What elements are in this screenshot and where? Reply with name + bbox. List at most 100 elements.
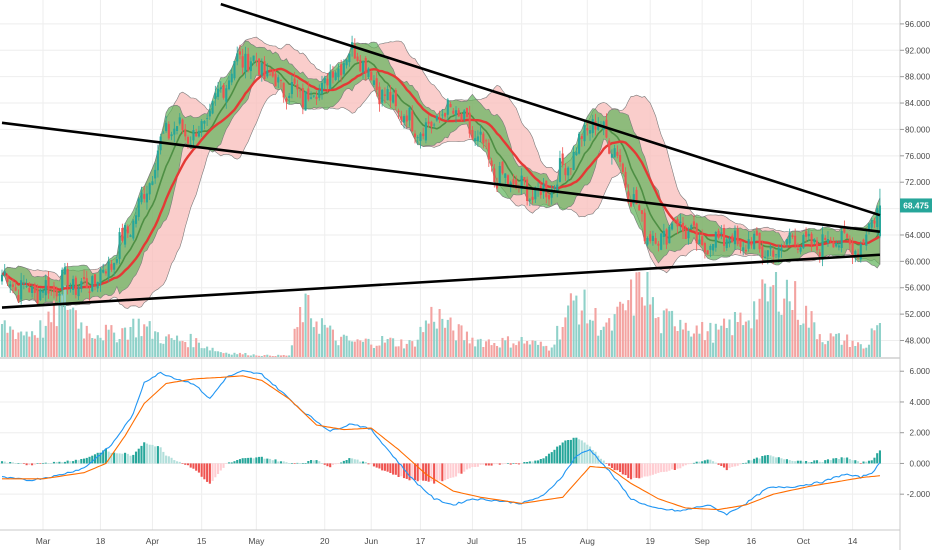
candle-body <box>424 122 427 141</box>
macd-histogram-bar <box>857 461 860 464</box>
candle-body <box>156 150 159 171</box>
macd-histogram-bar <box>222 463 225 468</box>
volume-bar <box>323 324 326 357</box>
macd-histogram-bar <box>310 460 313 464</box>
macd-histogram-bar <box>665 463 668 472</box>
macd-histogram-bar <box>457 463 460 474</box>
candle-body <box>14 287 17 291</box>
volume-bar <box>397 346 400 357</box>
candle-body <box>698 239 701 245</box>
candle-body <box>268 74 272 76</box>
macd-histogram-bar <box>506 463 510 464</box>
candle-body <box>796 248 799 250</box>
macd-histogram-bar <box>419 463 422 480</box>
candle-body <box>534 187 537 200</box>
volume-bar <box>539 341 542 357</box>
candle-body <box>586 128 589 131</box>
volume-bar <box>681 329 685 357</box>
volume-bar <box>550 347 553 357</box>
volume-bar <box>728 319 731 357</box>
candle-body <box>638 205 641 211</box>
candle-body <box>318 89 321 98</box>
volume-bar <box>233 352 236 357</box>
macd-tick-label: 2.000 <box>910 429 931 438</box>
volume-bar <box>742 325 745 357</box>
volume-bar <box>386 339 389 357</box>
volume-bar <box>824 344 827 357</box>
candle-body <box>783 244 786 246</box>
volume-bar <box>657 317 660 357</box>
macd-histogram-bar <box>6 462 9 464</box>
candle-body <box>69 286 72 287</box>
macd-histogram-bar <box>392 463 395 475</box>
volume-bar <box>446 319 449 357</box>
volume-bar <box>660 333 663 357</box>
candle-body <box>307 88 310 100</box>
candle-body <box>282 82 285 98</box>
volume-bar <box>837 333 840 357</box>
macd-histogram-bar <box>599 458 603 464</box>
macd-histogram-bar <box>200 463 203 477</box>
volume-bar <box>173 339 176 357</box>
candle-body <box>722 228 726 246</box>
candle-body <box>703 243 706 253</box>
volume-bar <box>197 342 200 357</box>
macd-histogram-bar <box>660 463 663 473</box>
candle-body <box>0 274 4 282</box>
macd-histogram-bar <box>219 463 222 471</box>
candle-body <box>145 193 148 203</box>
volume-bar <box>20 331 23 357</box>
candle-body <box>878 205 881 237</box>
macd-histogram-bar <box>810 462 813 464</box>
volume-bar <box>58 302 61 357</box>
macd-histogram-bar <box>556 446 559 464</box>
candle-body <box>476 136 479 142</box>
macd-histogram-bar <box>504 463 507 464</box>
volume-bar <box>766 301 769 357</box>
candle-body <box>192 130 195 141</box>
volume-bar <box>263 355 266 357</box>
candle-body <box>227 80 231 90</box>
macd-histogram-bar <box>865 461 868 464</box>
macd-histogram-bar <box>211 463 214 481</box>
candle-body <box>810 233 813 245</box>
volume-bar <box>441 318 444 357</box>
macd-histogram-bar <box>96 452 99 464</box>
candle-body <box>181 119 184 131</box>
macd-histogram-bar <box>331 463 334 465</box>
volume-bar <box>14 339 17 357</box>
time-axis-label: 18 <box>96 536 106 546</box>
volume-bar <box>471 337 474 357</box>
macd-histogram-bar <box>44 462 47 464</box>
macd-histogram-bar <box>482 463 485 465</box>
volume-bar <box>873 330 876 357</box>
macd-histogram-bar <box>88 456 91 464</box>
macd-histogram-bar <box>569 439 572 464</box>
volume-bar <box>438 309 441 357</box>
volume-bar <box>815 339 819 357</box>
candle-body <box>854 251 857 255</box>
candle-body <box>460 113 463 121</box>
volume-bar <box>676 331 679 357</box>
price-tick-label: 56.000 <box>905 284 930 293</box>
macd-histogram-bar <box>170 457 173 464</box>
macd-histogram-bar <box>31 463 34 466</box>
volume-bar <box>506 336 510 357</box>
volume-bar <box>424 320 427 357</box>
macd-histogram-bar <box>156 446 159 464</box>
volume-bar <box>91 338 94 357</box>
macd-histogram-bar <box>750 460 753 464</box>
candle-body <box>91 276 94 292</box>
volume-bar <box>733 312 737 357</box>
volume-bar <box>848 347 851 357</box>
time-axis-label: Jul <box>467 536 478 546</box>
volume-bar <box>706 331 709 357</box>
candle-body <box>733 230 737 245</box>
volume-bar <box>252 354 255 357</box>
volume-bar <box>389 337 392 357</box>
macd-histogram-bar <box>124 452 127 464</box>
macd-histogram-bar <box>878 450 881 464</box>
candle-body <box>189 143 192 145</box>
macd-histogram-bar <box>438 463 441 481</box>
